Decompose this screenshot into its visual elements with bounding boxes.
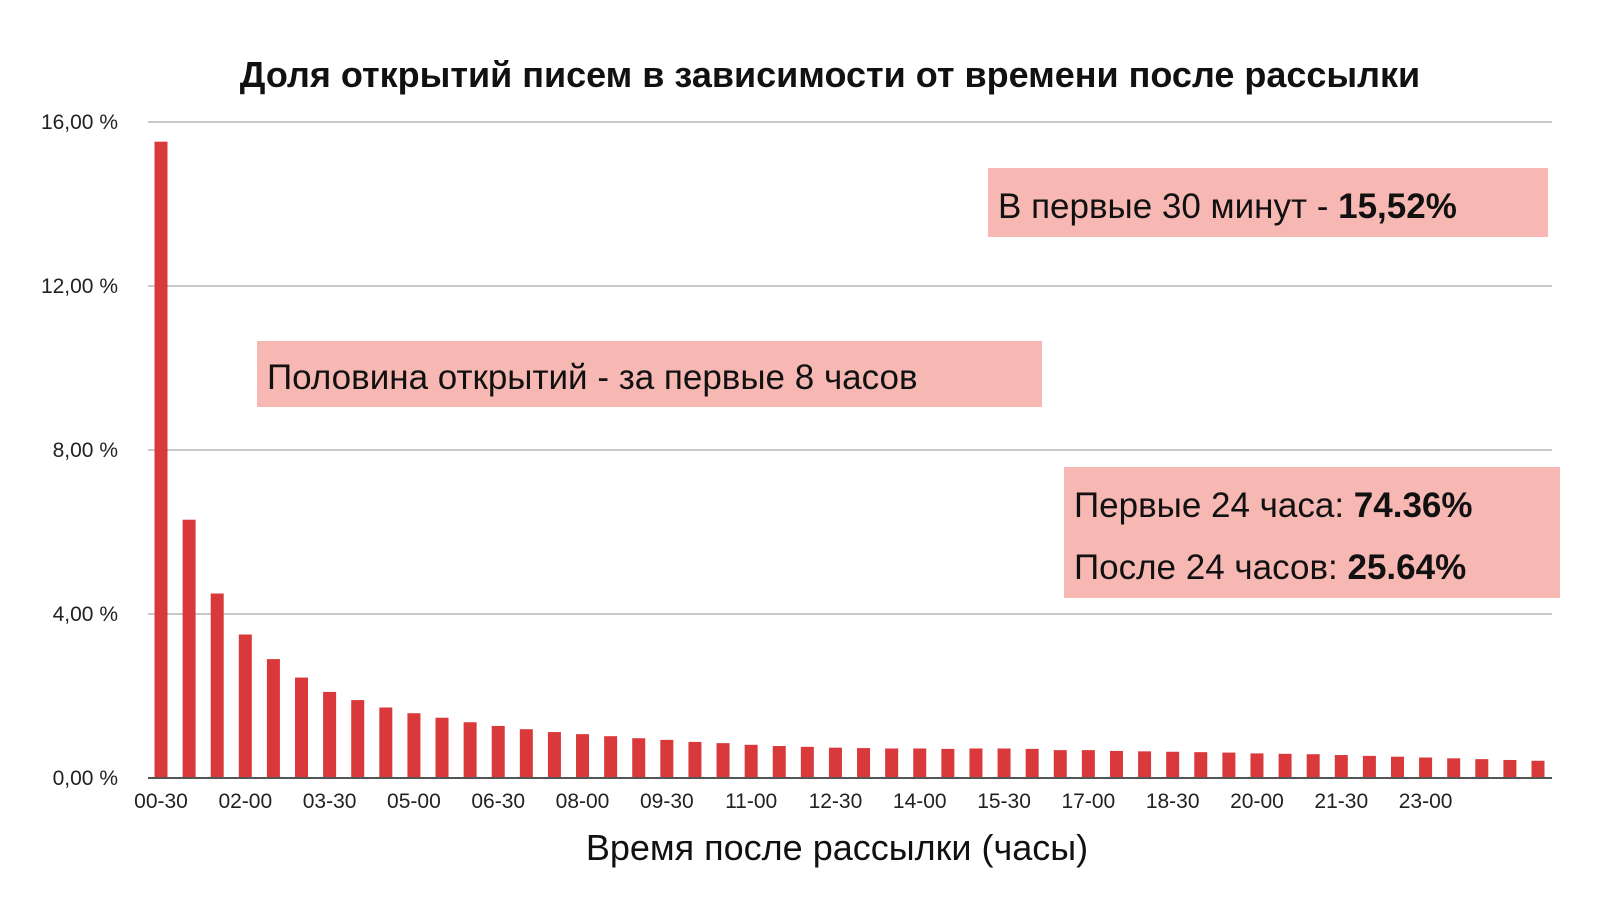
bar	[885, 748, 899, 778]
y-tick-label: 8,00 %	[53, 439, 118, 462]
bar	[1531, 760, 1545, 778]
x-tick-label: 06-30	[471, 790, 525, 813]
bar	[182, 519, 196, 778]
bar	[1166, 751, 1180, 778]
bar	[323, 691, 337, 778]
bar	[519, 729, 533, 778]
y-tick-label: 16,00 %	[41, 111, 118, 134]
x-tick-label: 05-00	[387, 790, 441, 813]
annotation-first-30-minutes: В первые 30 минут - 15,52%	[988, 168, 1548, 237]
bar	[800, 746, 814, 778]
bar	[1419, 757, 1433, 778]
bar	[1250, 753, 1264, 778]
annotation-box	[988, 168, 1548, 237]
annotation-text: В первые 30 минут -	[998, 187, 1338, 226]
annotation-value: 74.36%	[1354, 486, 1473, 525]
bar	[154, 141, 168, 778]
svg-text:В первые 30 минут - 15,52%: В первые 30 минут - 15,52%	[998, 187, 1457, 226]
bar	[1334, 755, 1348, 778]
bar	[1390, 756, 1404, 778]
x-tick-label: 18-30	[1146, 790, 1200, 813]
annotation-text: Первые 24 часа:	[1074, 486, 1354, 525]
bar	[1109, 750, 1123, 778]
annotation-text: После 24 часов:	[1074, 548, 1348, 587]
svg-text:После 24 часов: 25.64%: После 24 часов: 25.64%	[1074, 548, 1466, 587]
y-tick-label: 4,00 %	[53, 603, 118, 626]
bar	[941, 748, 955, 778]
bar	[491, 725, 505, 778]
x-tick-label: 20-00	[1230, 790, 1284, 813]
chart-title: Доля открытий писем в зависимости от вре…	[240, 54, 1420, 95]
bar	[1475, 759, 1489, 778]
bar	[772, 746, 786, 778]
bar	[1138, 751, 1152, 778]
x-tick-label: 15-30	[977, 790, 1031, 813]
x-tick-label: 12-30	[809, 790, 863, 813]
bar	[266, 659, 280, 778]
bar	[379, 707, 393, 778]
bar	[1278, 753, 1292, 778]
x-axis-label: Время после рассылки (часы)	[586, 827, 1088, 868]
annotation-value: 15,52%	[1338, 187, 1457, 226]
bar	[716, 743, 730, 778]
x-tick-label: 17-00	[1062, 790, 1116, 813]
x-axis-ticks: 00-30 02-00 03-30 05-00 06-30 08-00 09-30 11-00…	[134, 790, 1452, 813]
bar	[435, 717, 449, 778]
svg-text:Первые 24 часа: 74.36%: Первые 24 часа: 74.36%	[1074, 486, 1473, 525]
annotation-half-opens: Половина открытий - за первые 8 часов	[257, 341, 1042, 407]
bar	[997, 748, 1011, 778]
x-tick-label: 03-30	[303, 790, 357, 813]
bar	[295, 677, 309, 778]
gridlines	[148, 121, 1552, 615]
bar	[604, 736, 618, 778]
bar	[407, 713, 421, 778]
x-tick-label: 14-00	[893, 790, 947, 813]
bar	[857, 748, 871, 778]
x-tick-label: 08-00	[556, 790, 610, 813]
bar	[1025, 748, 1039, 778]
annotation-box	[1064, 467, 1560, 598]
bar	[238, 634, 252, 778]
bar	[660, 739, 674, 778]
bar	[1306, 754, 1320, 778]
bar	[1362, 755, 1376, 778]
annotation-value: 25.64%	[1348, 548, 1467, 587]
bar	[632, 738, 646, 778]
bar	[913, 748, 927, 778]
annotation-text: Половина открытий - за первые 8 часов	[267, 358, 918, 397]
x-tick-label: 21-30	[1314, 790, 1368, 813]
x-tick-label: 00-30	[134, 790, 188, 813]
bar	[1081, 750, 1095, 778]
bar	[828, 747, 842, 778]
bar	[576, 734, 590, 778]
bar	[210, 593, 224, 778]
x-tick-label: 11-00	[725, 790, 777, 813]
bar	[1222, 752, 1236, 778]
bars	[154, 141, 1545, 778]
x-tick-label: 02-00	[218, 790, 272, 813]
y-axis-ticks: 0,00 % 4,00 % 8,00 % 12,00 % 16,00 %	[41, 111, 118, 790]
bar	[463, 722, 477, 778]
annotation-24-hours: Первые 24 часа: 74.36% После 24 часов: 2…	[1064, 467, 1560, 598]
annotation-box	[257, 341, 1042, 407]
bar	[1053, 750, 1067, 778]
bar	[1503, 759, 1517, 778]
bar	[969, 748, 983, 778]
y-tick-label: 0,00 %	[53, 767, 118, 790]
bar	[1447, 758, 1461, 778]
bar	[688, 741, 702, 778]
x-tick-label: 23-00	[1399, 790, 1453, 813]
bar	[1194, 752, 1208, 778]
bar	[547, 732, 561, 778]
bar	[744, 744, 758, 778]
y-tick-label: 12,00 %	[41, 275, 118, 298]
x-tick-label: 09-30	[640, 790, 694, 813]
bar	[351, 700, 365, 778]
